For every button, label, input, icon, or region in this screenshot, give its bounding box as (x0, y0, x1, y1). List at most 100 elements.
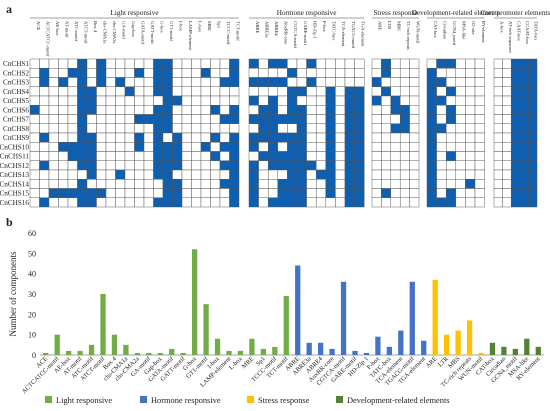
bar (134, 352, 140, 355)
heatmap-cell-absent (143, 169, 154, 180)
heatmap-cell-present (426, 105, 437, 115)
heatmap-cell-absent (390, 179, 401, 189)
bar (432, 279, 438, 355)
heatmap-cell-absent (455, 77, 466, 87)
bar (169, 348, 175, 355)
heatmap-cell-absent (191, 197, 202, 208)
heatmap-cell-absent (315, 114, 327, 124)
heatmap-cell-present (287, 68, 298, 78)
heatmap-cell-absent (29, 142, 40, 152)
heatmap-cell-absent (58, 160, 69, 171)
heatmap-cell-absent (335, 123, 346, 134)
heatmap-cell-present (426, 95, 437, 106)
heatmap-cell-absent (445, 95, 457, 106)
heatmap-cell-absent (219, 188, 230, 198)
column-label: L-box (197, 21, 202, 33)
heatmap-cell-absent (58, 197, 69, 208)
heatmap-cell-present (296, 188, 307, 198)
heatmap-cell-present (354, 105, 365, 115)
heatmap-cell-present (325, 123, 336, 134)
heatmap-cell-absent (134, 179, 145, 189)
heatmap-cell-absent (48, 197, 59, 208)
heatmap-cell-present (354, 86, 365, 97)
heatmap-cell-present (162, 169, 173, 180)
heatmap-cell-absent (258, 188, 269, 198)
heatmap-cell-absent (86, 58, 97, 69)
heatmap-cell-present (296, 123, 307, 134)
heatmap-cell-absent (219, 68, 230, 78)
heatmap-cell-absent (335, 114, 346, 124)
heatmap-cell-present (248, 58, 259, 69)
heatmap-cell-present (371, 95, 382, 106)
heatmap-cell-absent (493, 95, 503, 106)
heatmap-cell-present (258, 132, 269, 143)
heatmap-cell-absent (493, 169, 503, 180)
heatmap-cell-present (287, 179, 298, 189)
column-label: ATC-motif (74, 21, 79, 42)
row-label: CnCHS1 (3, 60, 29, 68)
heatmap-cell-absent (267, 86, 279, 97)
heatmap-cell-absent (371, 58, 382, 69)
heatmap-cell-present (162, 105, 173, 115)
heatmap-cell-absent (426, 58, 437, 69)
heatmap-cell-present (306, 77, 317, 87)
row-label: CnCHS10 (0, 143, 29, 151)
heatmap-cell-present (153, 86, 164, 97)
heatmap-cell-present (510, 77, 521, 87)
heatmap-cell-absent (105, 123, 116, 134)
heatmap-cell-absent (58, 95, 69, 106)
bar (421, 340, 427, 355)
heatmap-cell-present (77, 179, 88, 189)
heatmap-cell-absent (493, 77, 503, 87)
heatmap-cell-absent (58, 86, 69, 97)
bar (535, 346, 541, 355)
heatmap-cell-present (96, 68, 107, 78)
heatmap-cell-absent (200, 160, 211, 171)
heatmap-cell-absent (86, 77, 97, 87)
legend-swatch (247, 396, 254, 403)
heatmap-cell-present (287, 188, 298, 198)
heatmap-cell-absent (267, 68, 279, 78)
heatmap-cell-absent (48, 58, 59, 69)
heatmap-cell-absent (315, 105, 327, 115)
heatmap-cell-present (96, 77, 107, 87)
heatmap-cell-present (267, 151, 279, 161)
column-label: TGACG-motif (351, 21, 356, 49)
heatmap-cell-absent (29, 188, 40, 198)
heatmap-cell-absent (390, 114, 401, 124)
heatmap-cell-absent (134, 77, 145, 87)
heatmap-cell-absent (191, 160, 202, 171)
heatmap-cell-absent (134, 123, 145, 134)
heatmap-cell-absent (48, 123, 59, 134)
heatmap-cell-absent (335, 68, 346, 78)
heatmap-cell-absent (465, 188, 476, 198)
heatmap-cell-absent (436, 169, 447, 180)
heatmap-cell-present (200, 68, 211, 78)
heatmap-cell-absent (58, 58, 69, 69)
heatmap-cell-absent (306, 105, 317, 115)
column-label: P-box (322, 21, 327, 33)
column-label: GARE-motif (303, 21, 308, 45)
heatmap-cell-absent (306, 188, 317, 198)
heatmap-cell-absent (474, 160, 485, 171)
heatmap-cell-absent (143, 58, 154, 69)
heatmap-cell-present (162, 160, 173, 171)
heatmap-cell-absent (181, 142, 192, 152)
heatmap-cell-absent (105, 169, 116, 180)
y-tick-label: 30 (28, 290, 36, 299)
group-title: Light responsive (110, 9, 158, 17)
heatmap-cell-absent (48, 160, 59, 171)
heatmap-cell-present (510, 105, 521, 115)
heatmap-cell-absent (409, 114, 420, 124)
heatmap-cell-absent (258, 160, 269, 171)
heatmap-cell-absent (354, 58, 365, 69)
heatmap-cell-absent (181, 86, 192, 97)
heatmap-cell-absent (465, 105, 476, 115)
heatmap-cell-absent (465, 151, 476, 161)
heatmap-cell-present (86, 105, 97, 115)
column-label: TCT-motif (235, 21, 240, 41)
bar (43, 352, 49, 355)
heatmap-cell-absent (390, 169, 401, 180)
heatmap-cell-present (153, 151, 164, 161)
heatmap-cell-absent (381, 77, 392, 87)
